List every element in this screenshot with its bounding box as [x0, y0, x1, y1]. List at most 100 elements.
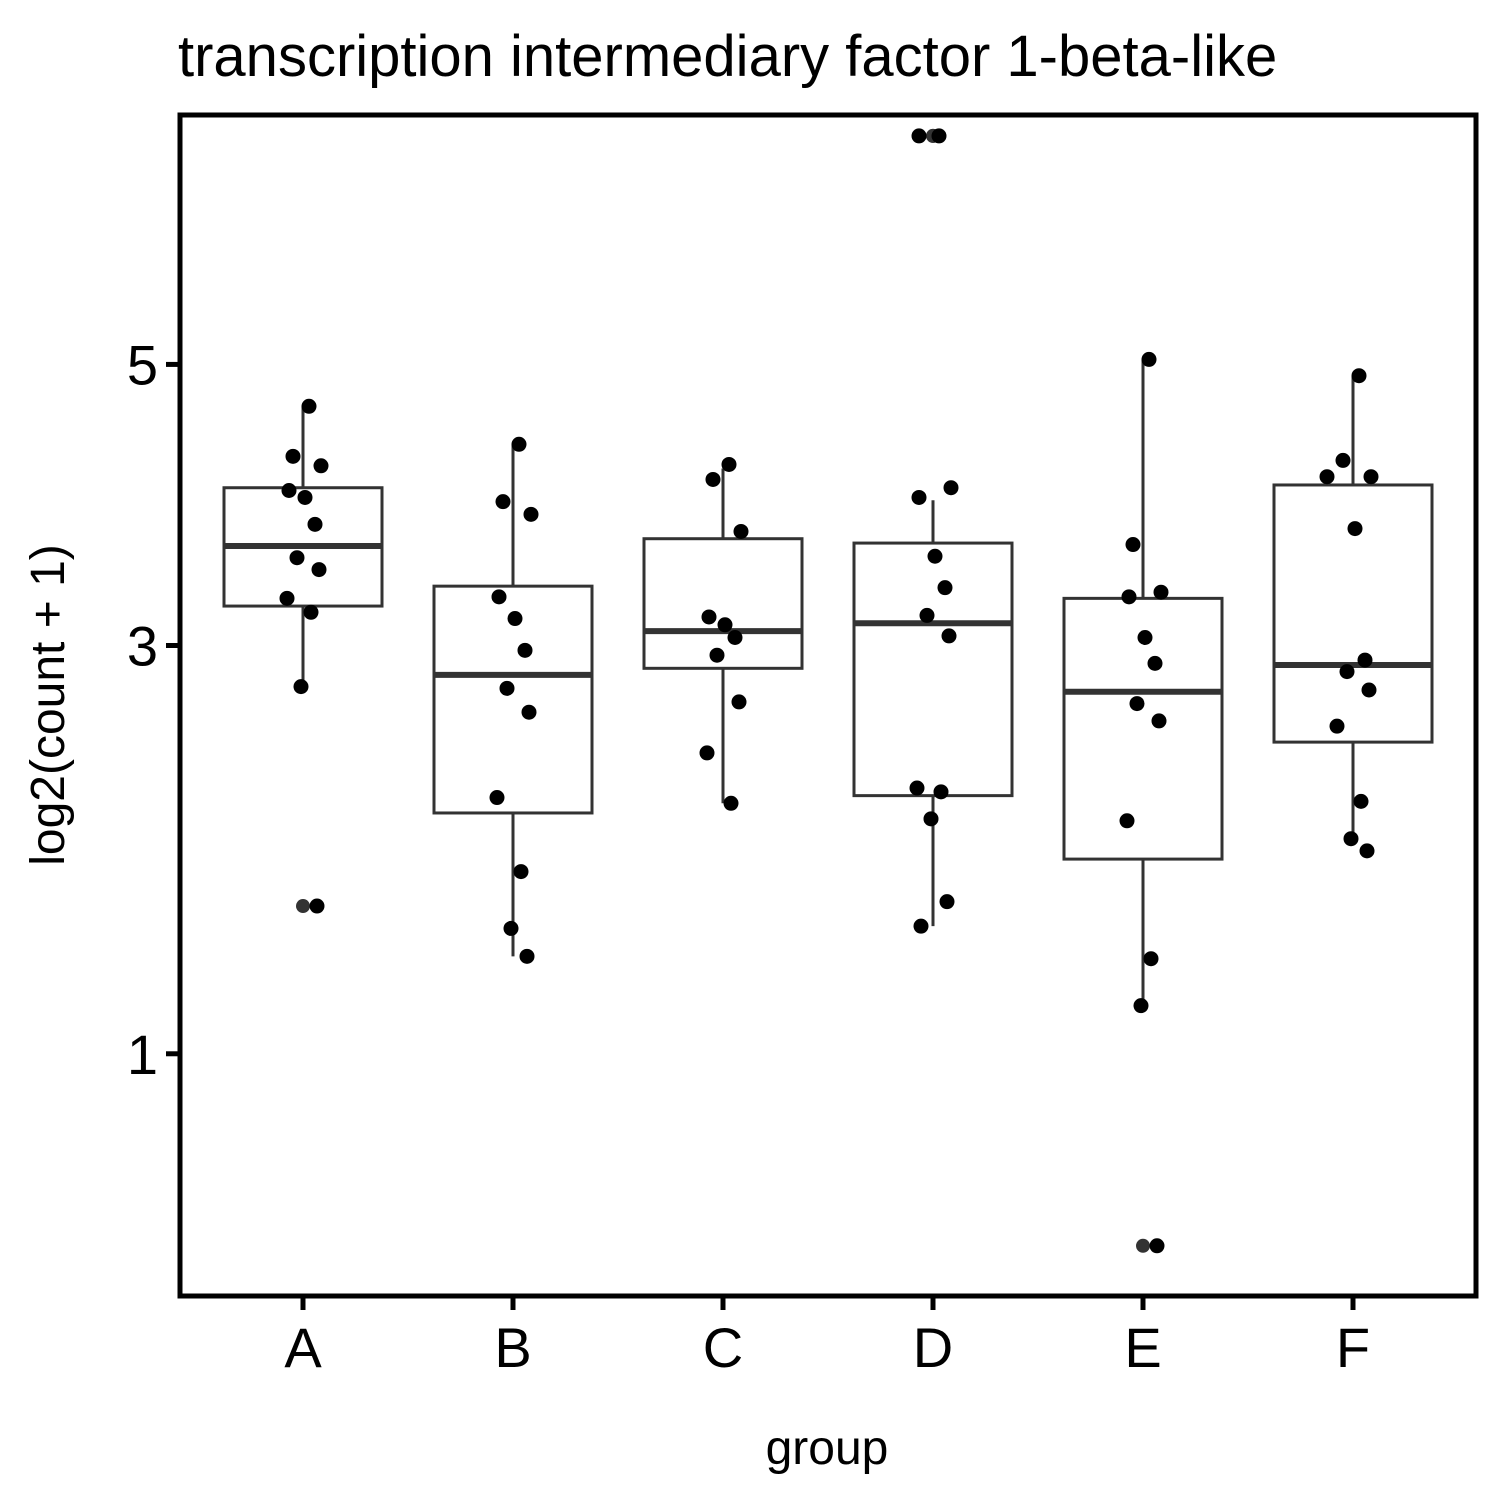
- x-tick-label-C: C: [703, 1316, 743, 1379]
- data-point: [281, 483, 297, 499]
- points-C: [699, 456, 749, 811]
- data-point: [1121, 589, 1137, 605]
- data-point: [937, 580, 953, 596]
- box-A: [222, 406, 384, 914]
- data-point: [285, 448, 301, 464]
- x-axis-title: group: [766, 1422, 889, 1475]
- data-point: [927, 548, 943, 564]
- data-point: [1359, 843, 1375, 859]
- boxes-layer: [222, 128, 1434, 1253]
- data-point: [1133, 998, 1149, 1014]
- data-point: [1363, 469, 1379, 485]
- data-point: [521, 704, 537, 720]
- data-point: [491, 589, 507, 605]
- data-point: [913, 918, 929, 934]
- data-point: [293, 679, 309, 695]
- data-point: [1343, 831, 1359, 847]
- y-axis-title: log2(count + 1): [22, 544, 75, 866]
- data-point: [1119, 813, 1135, 829]
- data-point: [303, 604, 319, 620]
- data-point: [717, 617, 733, 633]
- x-tick-label-F: F: [1336, 1316, 1370, 1379]
- data-point: [1329, 718, 1345, 734]
- data-point: [1339, 664, 1355, 680]
- data-point: [309, 898, 325, 914]
- data-point: [731, 694, 747, 710]
- data-point: [499, 680, 515, 696]
- data-point: [923, 811, 939, 827]
- data-point: [1137, 629, 1153, 645]
- box-C: [642, 468, 804, 804]
- points-E: [1119, 351, 1169, 1254]
- box-iqr: [642, 537, 804, 670]
- data-point: [1129, 696, 1145, 712]
- data-point: [723, 795, 739, 811]
- points-F: [1319, 368, 1379, 859]
- data-point: [939, 894, 955, 910]
- data-point: [279, 590, 295, 606]
- y-tick-label: 5: [127, 333, 158, 396]
- plot-frame: [177, 112, 1479, 1299]
- data-point: [911, 128, 927, 144]
- data-point: [503, 920, 519, 936]
- data-point: [523, 506, 539, 522]
- data-point: [1125, 537, 1141, 553]
- data-point: [289, 550, 305, 566]
- data-point: [721, 456, 737, 472]
- data-point: [311, 562, 327, 578]
- data-point: [1151, 713, 1167, 729]
- data-point: [495, 494, 511, 510]
- data-point: [489, 790, 505, 806]
- data-point: [705, 471, 721, 487]
- data-point: [1141, 351, 1157, 367]
- points-A: [279, 398, 329, 914]
- box-D: [852, 128, 1014, 927]
- data-point: [1147, 655, 1163, 671]
- points-layer: [279, 128, 1379, 1254]
- x-tick-label-E: E: [1124, 1316, 1161, 1379]
- data-point: [1347, 521, 1363, 537]
- outlier: [296, 899, 310, 914]
- x-tick-label-B: B: [494, 1316, 531, 1379]
- data-point: [1335, 452, 1351, 468]
- data-point: [701, 609, 717, 625]
- data-point: [1149, 1238, 1165, 1254]
- data-point: [517, 642, 533, 658]
- box-F: [1272, 375, 1434, 839]
- outlier: [1136, 1238, 1150, 1253]
- y-axis: 1 3 5: [127, 333, 180, 1086]
- data-point: [301, 398, 317, 414]
- data-point: [911, 489, 927, 505]
- data-point: [943, 480, 959, 496]
- data-point: [307, 516, 323, 532]
- x-axis: A B C D E F: [284, 1296, 1370, 1379]
- data-point: [709, 647, 725, 663]
- data-point: [313, 458, 329, 474]
- data-point: [727, 629, 743, 645]
- y-tick-label: 3: [127, 615, 158, 678]
- data-point: [909, 780, 925, 796]
- data-point: [941, 628, 957, 644]
- box-B: [432, 444, 594, 957]
- data-point: [513, 864, 529, 880]
- y-tick-label: 1: [127, 1023, 158, 1086]
- data-point: [1319, 469, 1335, 485]
- data-point: [297, 489, 313, 505]
- points-B: [489, 436, 539, 964]
- data-point: [933, 784, 949, 800]
- data-point: [1153, 584, 1169, 600]
- data-point: [507, 611, 523, 627]
- data-point: [931, 128, 947, 144]
- data-point: [519, 948, 535, 964]
- box-iqr: [852, 541, 1014, 798]
- data-point: [511, 436, 527, 452]
- data-point: [699, 745, 715, 761]
- data-point: [1357, 652, 1373, 668]
- data-point: [1361, 682, 1377, 698]
- box-iqr: [1272, 483, 1434, 744]
- data-point: [1353, 793, 1369, 809]
- points-D: [909, 128, 959, 934]
- data-point: [1351, 368, 1367, 384]
- data-point: [919, 607, 935, 623]
